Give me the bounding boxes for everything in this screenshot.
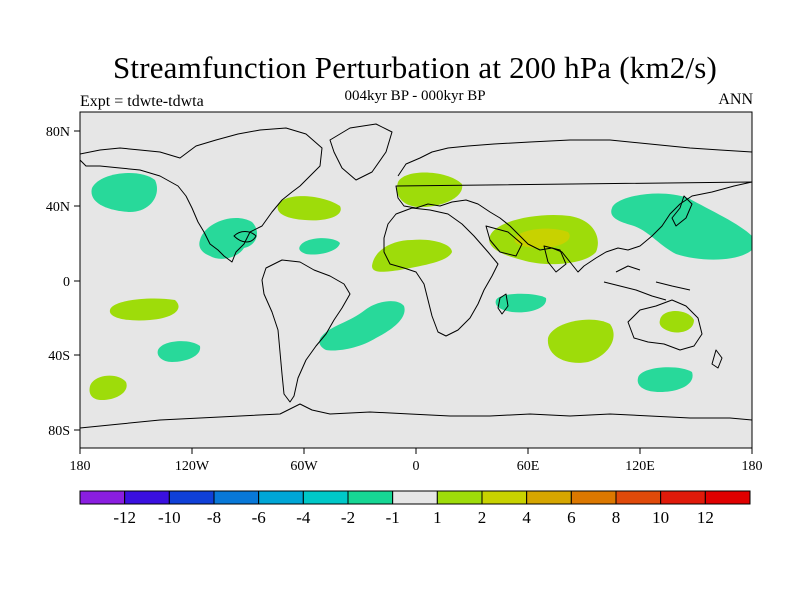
lon-label: 60W bbox=[290, 459, 318, 474]
colorbar-label: -2 bbox=[341, 508, 355, 527]
colorbar-swatch bbox=[526, 490, 572, 505]
colorbar-swatch bbox=[436, 490, 483, 505]
chart-subtitle: 004kyr BP - 000kyr BP bbox=[344, 88, 486, 104]
lat-label: 40S bbox=[48, 349, 70, 364]
colorbar-label: -6 bbox=[252, 508, 266, 527]
s-pacific-positive bbox=[109, 298, 179, 321]
map-background bbox=[80, 112, 752, 448]
colorbar-swatch bbox=[347, 490, 394, 505]
africa-positive bbox=[372, 239, 452, 272]
experiment-label: Expt = tdwte-tdwta bbox=[80, 93, 204, 110]
colorbar-label: -8 bbox=[207, 508, 221, 527]
lon-label: 0 bbox=[413, 459, 420, 474]
coast-gulf-mexico bbox=[233, 231, 257, 243]
north-america-negative bbox=[199, 218, 258, 259]
coastlines bbox=[80, 123, 752, 429]
lon-label: 180 bbox=[70, 459, 91, 474]
lat-label: 0 bbox=[63, 275, 70, 290]
europe-positive bbox=[396, 172, 463, 208]
north-atlantic-positive bbox=[277, 196, 341, 221]
lon-label: 180 bbox=[742, 459, 763, 474]
madagascar-negative bbox=[495, 293, 547, 313]
coast-antarctica bbox=[80, 403, 752, 429]
colorbar-label: 8 bbox=[612, 508, 621, 527]
tropical-atlantic-negative bbox=[299, 238, 340, 255]
nw-pacific-negative bbox=[91, 173, 158, 212]
chart-title: Streamfunction Perturbation at 200 hPa (… bbox=[112, 50, 718, 85]
colorbar-swatch bbox=[481, 490, 528, 505]
coast-africa bbox=[383, 207, 499, 337]
coast-greenland bbox=[329, 123, 393, 181]
south-atlantic-negative bbox=[319, 301, 405, 351]
lat-ticks bbox=[74, 130, 80, 431]
coast-australia bbox=[627, 299, 703, 351]
coast-north-america bbox=[80, 127, 323, 263]
lat-label: 40N bbox=[46, 200, 70, 215]
coast-south-america bbox=[261, 259, 351, 403]
indian-ocean-positive bbox=[547, 319, 614, 363]
nw-pacific-east-asia-negative bbox=[611, 193, 752, 260]
colorbar-swatch bbox=[79, 490, 126, 505]
colorbar-swatch bbox=[258, 490, 304, 505]
southern-ocean-negative bbox=[637, 367, 693, 392]
lon-labels: 180 120W 60W 0 60E 120E 180 bbox=[70, 459, 763, 474]
colorbar-swatch bbox=[124, 490, 170, 505]
contour-fields bbox=[80, 123, 752, 429]
colorbar-label: 2 bbox=[478, 508, 487, 527]
lon-label: 120E bbox=[625, 459, 655, 474]
lat-label: 80S bbox=[48, 424, 70, 439]
colorbar-swatch bbox=[615, 490, 662, 505]
asia-positive-core bbox=[514, 228, 570, 248]
colorbar-swatch bbox=[392, 490, 438, 505]
colorbar-swatch bbox=[168, 490, 215, 505]
colorbar-label: 12 bbox=[697, 508, 714, 527]
colorbar-swatch bbox=[704, 490, 751, 505]
lat-labels: 80N 40N 0 40S 80S bbox=[46, 125, 70, 439]
australia-positive bbox=[659, 311, 694, 333]
season-label: ANN bbox=[718, 91, 753, 108]
colorbar-swatch bbox=[213, 490, 260, 505]
coast-eurasia bbox=[395, 139, 752, 273]
colorbar-label: 10 bbox=[652, 508, 669, 527]
far-south-pacific-positive bbox=[89, 375, 127, 400]
coast-japan bbox=[671, 195, 693, 227]
colorbar-label: 1 bbox=[433, 508, 442, 527]
coast-madagascar bbox=[497, 293, 509, 315]
coast-indonesia bbox=[603, 265, 691, 301]
colorbar-label: -1 bbox=[386, 508, 400, 527]
colorbar-label: 4 bbox=[522, 508, 531, 527]
lat-label: 80N bbox=[46, 125, 70, 140]
colorbar: -12 -10 -8 -6 -4 -2 -1 1 2 4 6 8 10 12 bbox=[79, 490, 751, 527]
lon-label: 120W bbox=[175, 459, 210, 474]
colorbar-label: 6 bbox=[567, 508, 576, 527]
colorbar-swatch bbox=[660, 490, 706, 505]
colorbar-label: -12 bbox=[113, 508, 136, 527]
coast-arabia-india bbox=[485, 225, 567, 273]
colorbar-label: -4 bbox=[296, 508, 311, 527]
colorbar-swatch bbox=[570, 490, 617, 505]
colorbar-label: -10 bbox=[158, 508, 181, 527]
lon-label: 60E bbox=[517, 459, 540, 474]
coast-new-zealand bbox=[711, 349, 723, 369]
lon-ticks bbox=[79, 448, 753, 454]
colorbar-swatch bbox=[302, 490, 349, 505]
s-pacific-negative bbox=[157, 341, 201, 362]
